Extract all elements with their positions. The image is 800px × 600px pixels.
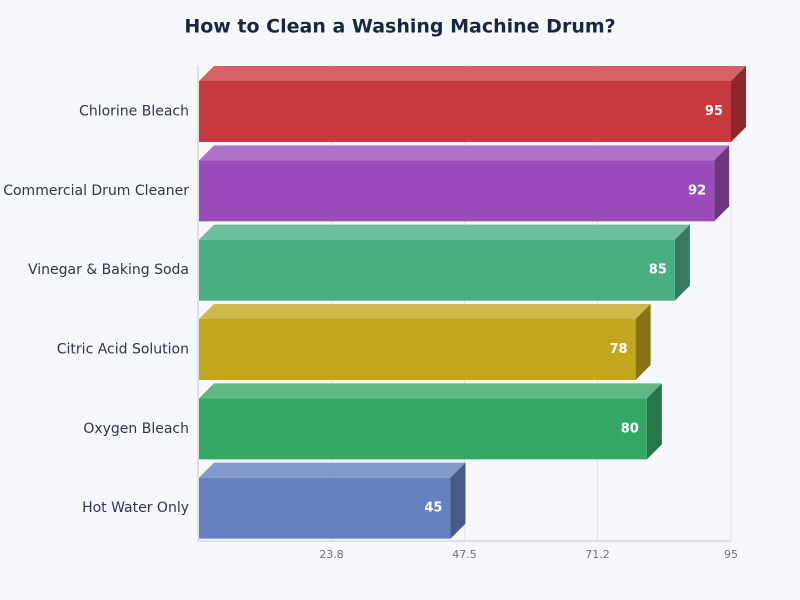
bar-top	[199, 66, 746, 81]
bar	[199, 81, 731, 142]
value-label: 45	[424, 501, 442, 516]
bar-top	[199, 383, 662, 399]
y-tick-label: Hot Water Only	[82, 500, 189, 516]
value-label: 85	[649, 263, 667, 278]
chart-title: How to Clean a Washing Machine Drum?	[184, 16, 615, 38]
x-tick-label: 47.5	[452, 548, 477, 561]
bar-side	[731, 66, 746, 142]
y-tick-label: Chlorine Bleach	[79, 104, 189, 120]
bar	[199, 160, 715, 222]
x-tick-label: 95	[724, 548, 738, 561]
bar-side	[674, 224, 690, 301]
bar-side	[646, 383, 662, 460]
bar	[199, 239, 675, 301]
bar-top	[199, 462, 466, 478]
value-label: 80	[621, 421, 639, 436]
y-tick-label: Vinegar & Baking Soda	[28, 262, 189, 278]
x-tick-label: 23.8	[319, 548, 344, 561]
bar-top	[199, 304, 651, 319]
value-label: 95	[705, 104, 723, 119]
bar-side	[450, 462, 466, 539]
bar	[199, 477, 451, 539]
y-tick-label: Citric Acid Solution	[57, 342, 189, 358]
value-label: 92	[688, 183, 706, 198]
bar	[199, 319, 636, 380]
bar-top	[199, 145, 730, 161]
x-tick-label: 71.2	[585, 548, 610, 561]
y-tick-label: Commercial Drum Cleaner	[3, 183, 189, 199]
bar-top	[199, 224, 690, 240]
bar-side	[714, 145, 730, 222]
bar-side	[635, 304, 651, 380]
bar	[199, 398, 647, 460]
y-tick-label: Oxygen Bleach	[83, 421, 189, 437]
value-label: 78	[610, 342, 628, 357]
